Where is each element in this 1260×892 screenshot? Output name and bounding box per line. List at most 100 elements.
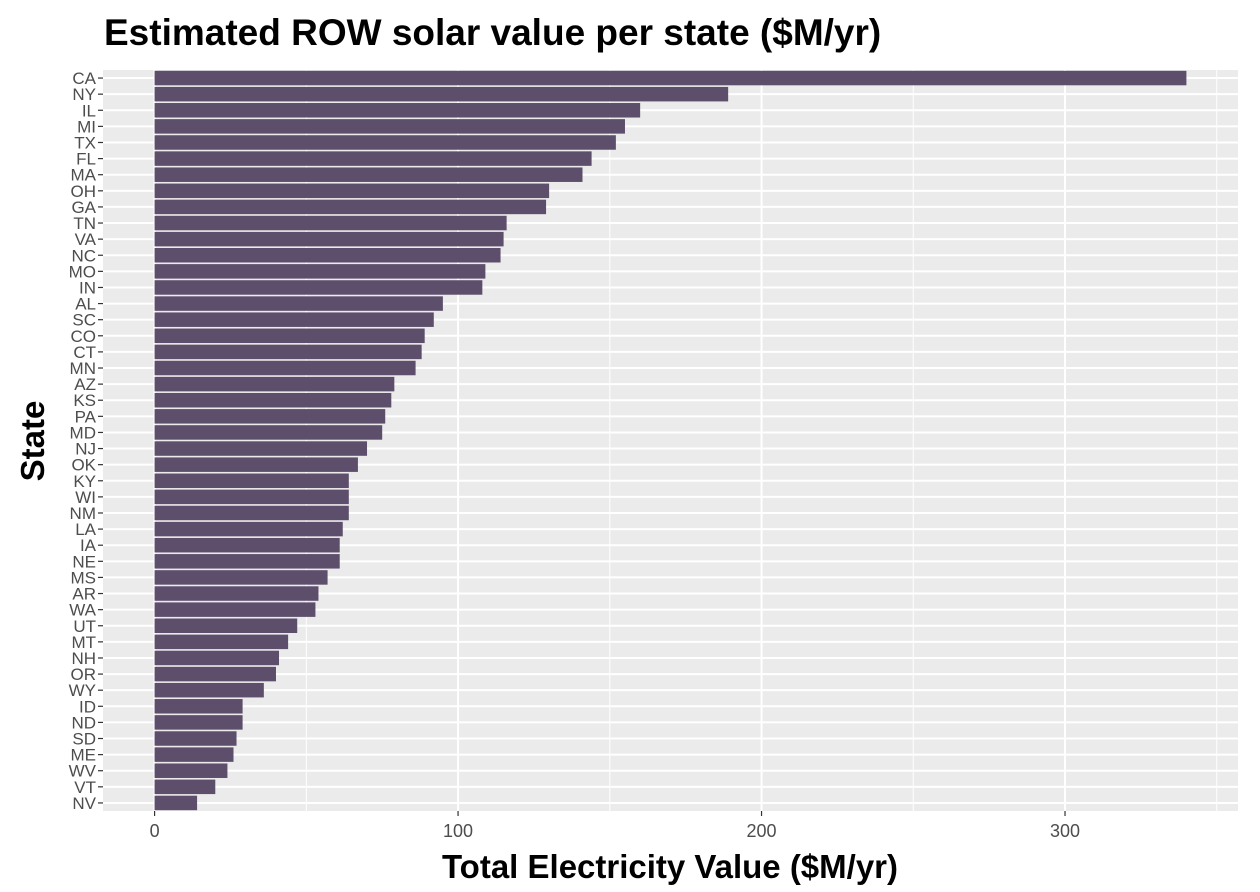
x-tick-label: 300	[1050, 821, 1080, 841]
x-axis-title: Total Electricity Value ($M/yr)	[442, 848, 898, 885]
bar-mo	[154, 264, 486, 279]
bar-ny	[154, 86, 729, 102]
y-tick-label: VT	[74, 778, 96, 797]
bar-nj	[154, 441, 368, 456]
bar-vt	[154, 779, 216, 795]
y-tick-label: WY	[69, 681, 96, 700]
bar-nv	[154, 795, 198, 811]
y-tick-label: AR	[72, 585, 96, 604]
bar-ms	[154, 570, 328, 585]
y-tick-label: MN	[70, 359, 96, 378]
y-tick-label: NV	[72, 794, 96, 813]
y-tick-label: MT	[71, 633, 96, 652]
y-tick-label: ID	[79, 697, 96, 716]
y-tick-label: MA	[71, 166, 97, 185]
y-tick-label: PA	[75, 407, 97, 426]
bar-il	[154, 103, 641, 118]
bar-in	[154, 280, 483, 295]
y-tick-label: VA	[75, 230, 97, 249]
bar-nd	[154, 715, 243, 730]
bar-la	[154, 521, 343, 537]
y-tick-label: TN	[73, 214, 96, 233]
y-tick-label: KS	[73, 391, 96, 410]
y-axis: CANYILMITXFLMAOHGATNVANCMOINALSCCOCTMNAZ…	[69, 69, 103, 813]
y-tick-label: MD	[70, 423, 96, 442]
y-tick-label: MI	[77, 117, 96, 136]
bar-wi	[154, 489, 349, 505]
x-tick-label: 100	[443, 821, 473, 841]
bar-fl	[154, 151, 592, 166]
y-tick-label: NM	[70, 504, 96, 523]
y-tick-label: FL	[76, 150, 96, 169]
bar-wa	[154, 602, 316, 617]
bar-or	[154, 666, 276, 682]
bar-ne	[154, 554, 340, 569]
bar-va	[154, 231, 504, 247]
y-tick-label: TX	[74, 133, 96, 152]
bar-ca	[154, 70, 1187, 86]
bar-ok	[154, 457, 358, 472]
bars	[154, 70, 1187, 811]
y-tick-label: LA	[75, 520, 96, 539]
y-tick-label: AZ	[74, 375, 96, 394]
y-tick-label: ND	[71, 713, 96, 732]
bar-ga	[154, 199, 547, 215]
y-tick-label: IL	[82, 101, 96, 120]
bar-sc	[154, 312, 434, 327]
bar-nm	[154, 505, 349, 521]
bar-al	[154, 296, 443, 311]
bar-sd	[154, 731, 237, 746]
y-tick-label: CA	[72, 69, 96, 88]
bar-ky	[154, 473, 349, 489]
y-tick-label: KY	[73, 472, 96, 491]
y-tick-label: WI	[75, 488, 96, 507]
bar-wy	[154, 682, 264, 698]
y-tick-label: MS	[71, 568, 97, 587]
bar-id	[154, 699, 243, 714]
y-tick-label: GA	[71, 198, 96, 217]
bar-ct	[154, 344, 422, 360]
y-tick-label: NC	[71, 246, 96, 265]
y-tick-label: OH	[71, 182, 97, 201]
y-tick-label: OR	[71, 665, 97, 684]
y-tick-label: SD	[72, 730, 96, 749]
bar-az	[154, 376, 395, 392]
bar-mi	[154, 119, 625, 134]
y-tick-label: WV	[69, 762, 97, 781]
y-tick-label: UT	[73, 617, 96, 636]
bar-nh	[154, 650, 280, 666]
y-tick-label: SC	[72, 311, 96, 330]
bar-ia	[154, 537, 340, 553]
bar-tx	[154, 135, 616, 150]
y-tick-label: NH	[71, 649, 96, 668]
y-tick-label: NE	[72, 552, 96, 571]
y-tick-label: AL	[75, 295, 96, 314]
y-tick-label: NJ	[75, 440, 96, 459]
bar-oh	[154, 183, 550, 199]
bar-mt	[154, 634, 289, 650]
chart-title: Estimated ROW solar value per state ($M/…	[104, 12, 882, 53]
bar-co	[154, 328, 425, 344]
y-tick-label: CO	[71, 327, 97, 346]
y-tick-label: NY	[72, 85, 96, 104]
y-tick-label: OK	[71, 456, 96, 475]
bar-ma	[154, 167, 583, 182]
y-tick-label: WA	[69, 601, 96, 620]
y-tick-label: ME	[71, 746, 97, 765]
bar-mn	[154, 360, 416, 376]
bar-me	[154, 747, 234, 762]
x-axis: 0 100 200 300	[150, 811, 1080, 841]
y-tick-label: MO	[69, 262, 96, 281]
bar-ks	[154, 392, 392, 408]
y-tick-label: IA	[80, 536, 97, 555]
x-tick-label: 0	[150, 821, 160, 841]
bar-pa	[154, 409, 386, 424]
bar-md	[154, 425, 383, 440]
x-tick-label: 200	[747, 821, 777, 841]
y-axis-title: State	[14, 401, 51, 482]
bar-ar	[154, 586, 319, 601]
bar-nc	[154, 248, 501, 263]
bar-tn	[154, 215, 507, 231]
bar-ut	[154, 618, 298, 633]
